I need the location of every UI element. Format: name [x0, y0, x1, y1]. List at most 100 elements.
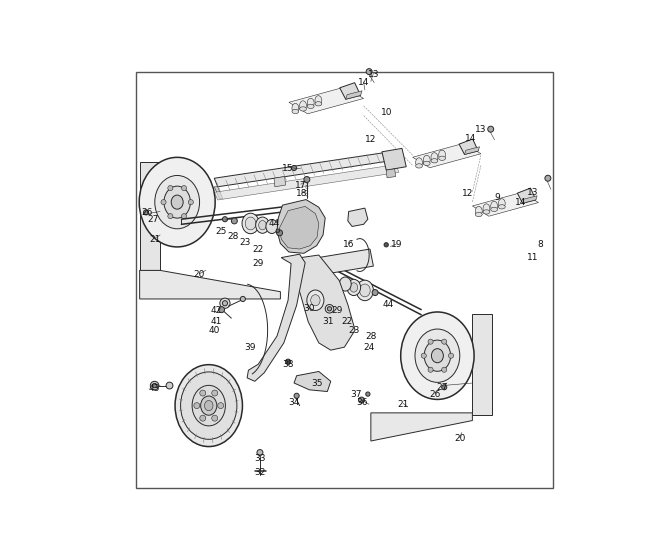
Ellipse shape: [491, 201, 497, 211]
Ellipse shape: [423, 161, 430, 166]
Ellipse shape: [401, 312, 474, 399]
Ellipse shape: [416, 164, 423, 168]
Text: 26: 26: [429, 389, 441, 398]
Text: 14: 14: [358, 78, 370, 87]
Ellipse shape: [439, 156, 446, 160]
Polygon shape: [382, 148, 407, 170]
Ellipse shape: [315, 96, 322, 105]
Ellipse shape: [356, 280, 374, 301]
Circle shape: [276, 229, 280, 233]
Circle shape: [241, 296, 245, 301]
Text: 40: 40: [208, 326, 220, 335]
Circle shape: [257, 449, 263, 455]
Text: 9: 9: [494, 193, 500, 202]
Ellipse shape: [347, 279, 361, 295]
Ellipse shape: [192, 386, 225, 426]
Ellipse shape: [307, 98, 314, 107]
Text: 13: 13: [528, 188, 539, 197]
Circle shape: [294, 393, 299, 398]
Polygon shape: [289, 87, 364, 114]
Polygon shape: [292, 255, 355, 350]
Text: 29: 29: [253, 259, 264, 268]
Ellipse shape: [245, 217, 256, 230]
Ellipse shape: [431, 158, 438, 163]
Text: 36: 36: [357, 398, 368, 407]
Circle shape: [222, 217, 228, 222]
Text: 19: 19: [390, 240, 403, 249]
Circle shape: [448, 353, 454, 358]
Ellipse shape: [292, 109, 299, 114]
Ellipse shape: [171, 195, 183, 209]
Text: 39: 39: [244, 343, 255, 352]
Polygon shape: [214, 165, 399, 200]
Polygon shape: [140, 270, 280, 299]
Circle shape: [194, 403, 200, 409]
Text: 20: 20: [454, 434, 465, 443]
Circle shape: [442, 367, 447, 372]
Polygon shape: [413, 143, 481, 168]
Ellipse shape: [175, 365, 243, 447]
Circle shape: [222, 301, 228, 306]
Text: 16: 16: [343, 240, 354, 249]
Polygon shape: [464, 147, 480, 155]
Text: 15: 15: [282, 163, 294, 172]
Circle shape: [428, 367, 433, 372]
Polygon shape: [274, 177, 286, 187]
Ellipse shape: [499, 199, 505, 208]
Circle shape: [366, 392, 370, 396]
Ellipse shape: [431, 153, 438, 162]
Text: 23: 23: [348, 326, 360, 335]
Text: 43: 43: [149, 384, 160, 393]
Polygon shape: [292, 249, 374, 279]
Circle shape: [366, 69, 372, 75]
Text: 44: 44: [268, 219, 280, 228]
Text: 31: 31: [323, 317, 334, 326]
Text: 10: 10: [380, 108, 392, 117]
Circle shape: [220, 298, 230, 309]
Text: 33: 33: [254, 454, 265, 463]
Text: 28: 28: [227, 232, 239, 241]
Text: 13: 13: [475, 125, 487, 134]
Circle shape: [166, 382, 173, 389]
Text: 30: 30: [304, 304, 315, 313]
Circle shape: [144, 210, 149, 215]
Text: 27: 27: [148, 215, 159, 224]
Text: 14: 14: [465, 134, 476, 142]
Circle shape: [488, 126, 494, 132]
Ellipse shape: [424, 340, 451, 371]
Circle shape: [168, 214, 173, 219]
Text: 44: 44: [382, 300, 394, 309]
Ellipse shape: [499, 204, 505, 209]
Circle shape: [231, 218, 237, 224]
Polygon shape: [459, 139, 478, 155]
Polygon shape: [294, 372, 331, 392]
Ellipse shape: [483, 204, 490, 213]
Circle shape: [325, 305, 334, 313]
Polygon shape: [472, 192, 538, 216]
Text: 25: 25: [215, 228, 226, 237]
Ellipse shape: [339, 277, 351, 291]
Text: 18: 18: [296, 189, 308, 198]
Text: 38: 38: [282, 360, 294, 369]
Circle shape: [161, 199, 166, 204]
Circle shape: [188, 199, 194, 204]
Circle shape: [168, 186, 173, 191]
Ellipse shape: [201, 396, 217, 415]
Polygon shape: [214, 151, 399, 187]
Polygon shape: [280, 207, 319, 249]
Ellipse shape: [315, 102, 322, 106]
Ellipse shape: [259, 220, 266, 230]
Text: 27: 27: [437, 383, 448, 392]
Text: 22: 22: [253, 244, 264, 254]
Ellipse shape: [475, 212, 482, 217]
Polygon shape: [345, 91, 362, 99]
Text: 13: 13: [368, 70, 379, 79]
Polygon shape: [247, 254, 305, 381]
Text: 26: 26: [142, 208, 153, 217]
Ellipse shape: [164, 186, 190, 218]
Circle shape: [151, 381, 159, 390]
Circle shape: [218, 403, 224, 409]
Text: 42: 42: [211, 306, 222, 315]
Ellipse shape: [255, 217, 269, 233]
Ellipse shape: [266, 219, 278, 233]
